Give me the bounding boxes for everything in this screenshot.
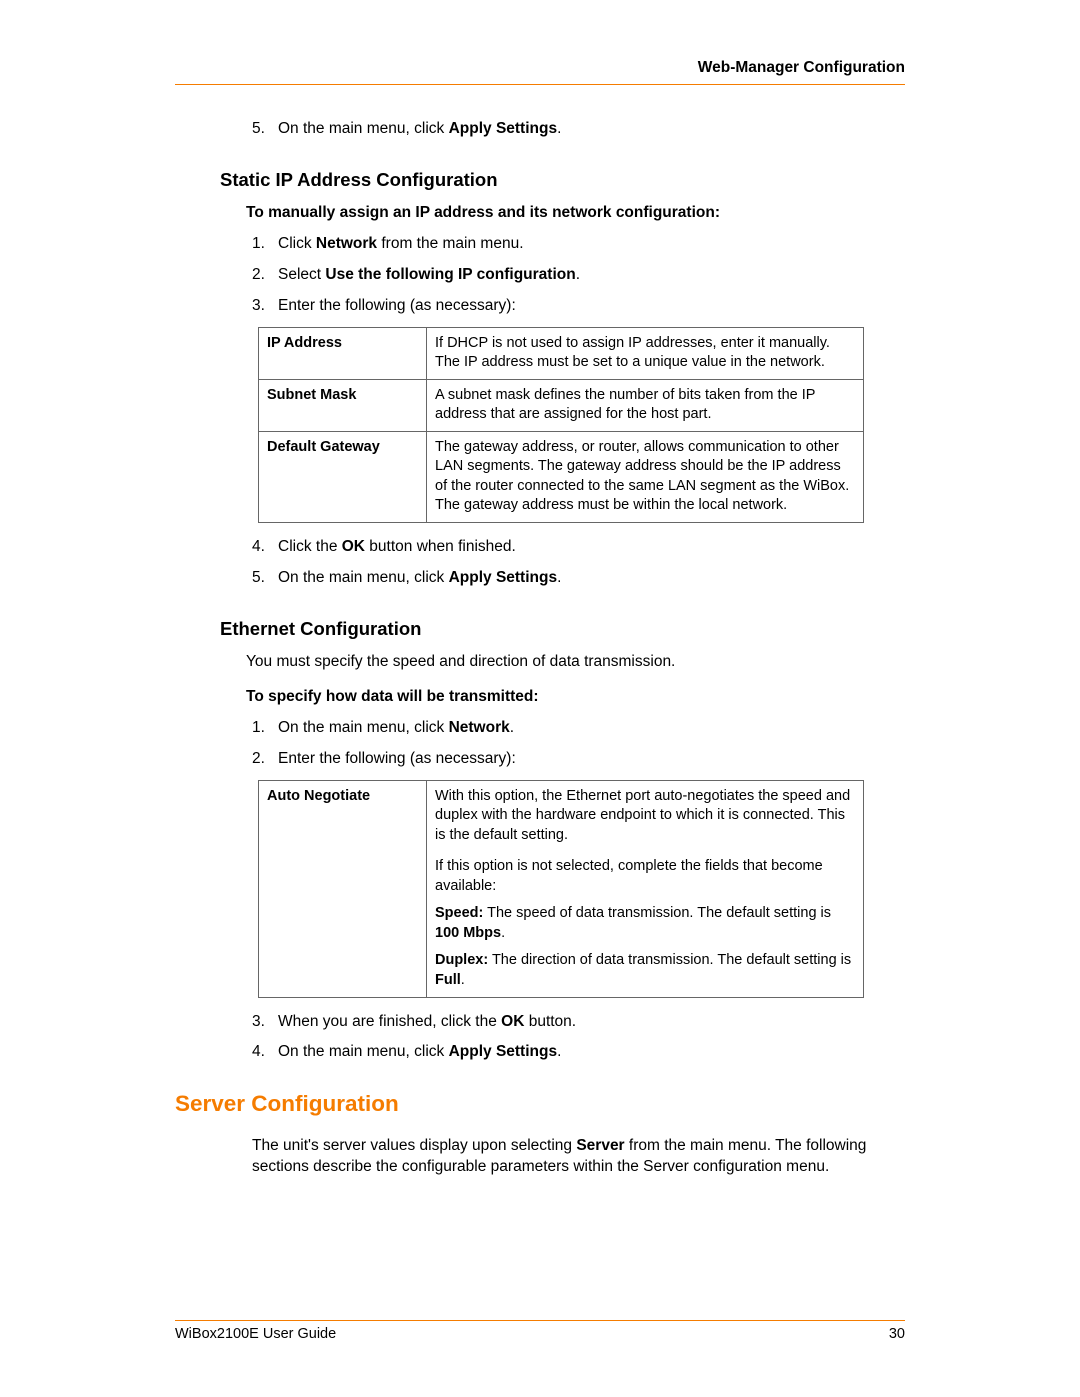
step-text-pre: On the main menu, click xyxy=(278,120,449,137)
step-text-post: button. xyxy=(524,1013,576,1030)
step-text-post: button when finished. xyxy=(365,538,516,555)
step-number: 4. xyxy=(252,537,265,558)
speed-text: The speed of data transmission. The defa… xyxy=(483,905,831,921)
step-text-bold: OK xyxy=(501,1013,524,1030)
step-text-post: . xyxy=(557,569,561,586)
step-text-bold: Apply Settings xyxy=(449,569,558,586)
step-text-pre: On the main menu, click xyxy=(278,569,449,586)
duplex-bold: Full xyxy=(435,972,461,988)
table-desc: With this option, the Ethernet port auto… xyxy=(427,780,864,997)
table-desc: The gateway address, or router, allows c… xyxy=(427,431,864,522)
step-text-pre: Click xyxy=(278,235,316,252)
step-number: 1. xyxy=(252,234,265,255)
table-row: Default GatewayThe gateway address, or r… xyxy=(259,431,864,522)
step-text-post: . xyxy=(557,120,561,137)
static-ip-steps-b: 4. Click the OK button when finished. 5. On… xyxy=(252,537,905,589)
step-text-bold: OK xyxy=(342,538,365,555)
speed-post: . xyxy=(501,925,505,941)
static-ip-steps-a: 1. Click Network from the main menu. 2. Sel… xyxy=(252,234,905,317)
step-text-bold: Apply Settings xyxy=(449,1043,558,1060)
step-text-post: . xyxy=(510,719,514,736)
footer-title: WiBox2100E User Guide xyxy=(175,1325,336,1345)
step-text-pre: On the main menu, click xyxy=(278,1043,449,1060)
step-text-bold: Use the following IP configuration xyxy=(325,266,575,283)
step-number: 2. xyxy=(252,749,265,770)
header-title: Web-Manager Configuration xyxy=(175,58,905,79)
step-number: 5. xyxy=(252,119,265,140)
step-text-pre: When you are finished, click the xyxy=(278,1013,501,1030)
static-ip-heading: Static IP Address Configuration xyxy=(220,168,905,193)
static-ip-instruction: To manually assign an IP address and its… xyxy=(246,203,905,224)
page: Web-Manager Configuration 5. On the main… xyxy=(0,0,1080,1178)
footer: WiBox2100E User Guide 30 xyxy=(175,1320,905,1345)
ethernet-steps-a: 1. On the main menu, click Network. 2. Ente… xyxy=(252,718,905,770)
server-intro-bold: Server xyxy=(576,1137,624,1154)
ethernet-steps-b: 3. When you are finished, click the OK bu… xyxy=(252,1012,905,1064)
step-text-pre: Enter the following (as necessary): xyxy=(278,297,516,314)
ethernet-instruction: To specify how data will be transmitted: xyxy=(246,687,905,708)
list-item: 4. On the main menu, click Apply Settings… xyxy=(252,1042,905,1063)
step-text-pre: Select xyxy=(278,266,325,283)
ethernet-table: Auto Negotiate With this option, the Eth… xyxy=(258,780,864,998)
list-item: 1. Click Network from the main menu. xyxy=(252,234,905,255)
table-label: Default Gateway xyxy=(259,431,427,522)
table-row: Subnet MaskA subnet mask defines the num… xyxy=(259,379,864,431)
server-intro: The unit's server values display upon se… xyxy=(175,1136,905,1178)
table-label: Subnet Mask xyxy=(259,379,427,431)
step-text-pre: Click the xyxy=(278,538,342,555)
list-item: 3. When you are finished, click the OK bu… xyxy=(252,1012,905,1033)
step-number: 4. xyxy=(252,1042,265,1063)
header-rule xyxy=(175,84,905,85)
desc-duplex: Duplex: The direction of data transmissi… xyxy=(435,951,855,990)
list-item: 5. On the main menu, click Apply Setting… xyxy=(252,119,905,140)
page-number: 30 xyxy=(889,1325,905,1345)
desc-p1: With this option, the Ethernet port auto… xyxy=(435,787,855,846)
duplex-text: The direction of data transmission. The … xyxy=(488,952,851,968)
step-number: 5. xyxy=(252,568,265,589)
server-intro-pre: The unit's server values display upon se… xyxy=(252,1137,576,1154)
server-heading: Server Configuration xyxy=(175,1089,905,1119)
table-row: IP AddressIf DHCP is not used to assign … xyxy=(259,327,864,379)
step-number: 1. xyxy=(252,718,265,739)
speed-bold: 100 Mbps xyxy=(435,925,501,941)
step-text-post: . xyxy=(557,1043,561,1060)
step-text-bold: Apply Settings xyxy=(449,120,558,137)
list-item: 1. On the main menu, click Network. xyxy=(252,718,905,739)
desc-speed: Speed: The speed of data transmission. T… xyxy=(435,904,855,943)
step-number: 2. xyxy=(252,265,265,286)
duplex-post: . xyxy=(461,972,465,988)
intro-list: 5. On the main menu, click Apply Setting… xyxy=(252,119,905,140)
table-row: Auto Negotiate With this option, the Eth… xyxy=(259,780,864,997)
list-item: 2. Select Use the following IP configurat… xyxy=(252,265,905,286)
step-text-bold: Network xyxy=(316,235,377,252)
list-item: 5. On the main menu, click Apply Settings… xyxy=(252,568,905,589)
step-number: 3. xyxy=(252,296,265,317)
footer-row: WiBox2100E User Guide 30 xyxy=(175,1325,905,1345)
list-item: 2. Enter the following (as necessary): xyxy=(252,749,905,770)
speed-label: Speed: xyxy=(435,905,483,921)
step-text-pre: Enter the following (as necessary): xyxy=(278,750,516,767)
list-item: 4. Click the OK button when finished. xyxy=(252,537,905,558)
step-number: 3. xyxy=(252,1012,265,1033)
body-content: 5. On the main menu, click Apply Setting… xyxy=(175,119,905,1063)
footer-rule xyxy=(175,1320,905,1321)
table-desc: A subnet mask defines the number of bits… xyxy=(427,379,864,431)
step-text-post: from the main menu. xyxy=(377,235,523,252)
table-desc: If DHCP is not used to assign IP address… xyxy=(427,327,864,379)
static-ip-table: IP AddressIf DHCP is not used to assign … xyxy=(258,327,864,524)
ethernet-heading: Ethernet Configuration xyxy=(220,617,905,642)
step-text-post: . xyxy=(576,266,580,283)
table-label: Auto Negotiate xyxy=(259,780,427,997)
list-item: 3. Enter the following (as necessary): xyxy=(252,296,905,317)
duplex-label: Duplex: xyxy=(435,952,488,968)
step-text-pre: On the main menu, click xyxy=(278,719,449,736)
step-text-bold: Network xyxy=(449,719,510,736)
desc-p2: If this option is not selected, complete… xyxy=(435,857,855,896)
ethernet-intro: You must specify the speed and direction… xyxy=(246,652,905,673)
table-label: IP Address xyxy=(259,327,427,379)
